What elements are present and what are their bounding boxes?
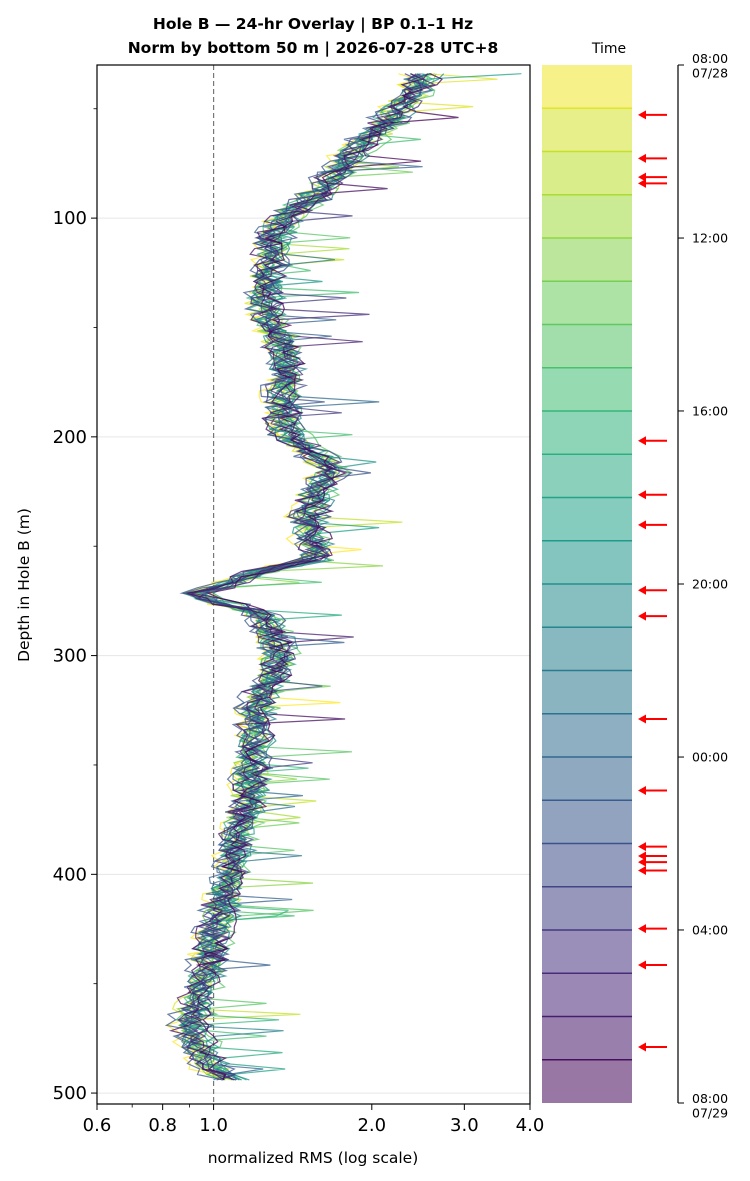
marker-arrow-head bbox=[638, 520, 646, 530]
x-tick-label: 4.0 bbox=[516, 1115, 545, 1136]
grid-lines bbox=[97, 217, 530, 1094]
colorbar-bin bbox=[542, 757, 632, 801]
colorbar-tick-label: 20:00 bbox=[692, 577, 728, 592]
colorbar-bin bbox=[542, 670, 632, 714]
colorbar-bin bbox=[542, 973, 632, 1017]
colorbar-bin bbox=[542, 886, 632, 930]
marker-arrow-head bbox=[638, 178, 646, 188]
x-tick-label: 1.0 bbox=[199, 1115, 228, 1136]
series-line bbox=[177, 73, 424, 1081]
marker-arrow-head bbox=[638, 153, 646, 163]
marker-arrow-head bbox=[638, 172, 646, 182]
x-tick-label: 0.8 bbox=[148, 1115, 177, 1136]
colorbar-label: Time bbox=[591, 41, 626, 57]
marker-arrow-head bbox=[638, 960, 646, 970]
colorbar-bin bbox=[542, 584, 632, 628]
colorbar-ticks: 08:0007/2812:0016:0020:0000:0004:0008:00… bbox=[678, 51, 728, 1121]
x-tick-label: 3.0 bbox=[450, 1115, 479, 1136]
marker-arrow-head bbox=[638, 851, 646, 861]
colorbar-bin bbox=[542, 238, 632, 282]
colorbar-tick-label: 00:00 bbox=[692, 750, 728, 765]
colorbar-bin bbox=[542, 540, 632, 584]
colorbar-bin bbox=[542, 281, 632, 325]
plot-frame bbox=[96, 64, 531, 1105]
colorbar-bin bbox=[542, 151, 632, 195]
marker-arrow-head bbox=[638, 857, 646, 867]
y-tick-label: 400 bbox=[53, 864, 87, 885]
series-line bbox=[175, 73, 431, 1081]
colorbar-tick-sublabel: 07/28 bbox=[692, 66, 728, 81]
colorbar-tick-label: 12:00 bbox=[692, 231, 728, 246]
colorbar-tick-sublabel: 07/29 bbox=[692, 1106, 728, 1121]
colorbar-tick-label: 08:00 bbox=[692, 1091, 728, 1106]
x-tick-label: 2.0 bbox=[357, 1115, 386, 1136]
colorbar-bin bbox=[542, 454, 632, 498]
colorbar-bin bbox=[542, 930, 632, 974]
colorbar-bin bbox=[542, 324, 632, 368]
series-group bbox=[164, 73, 522, 1081]
marker-arrow-head bbox=[638, 842, 646, 852]
colorbar-tick-label: 16:00 bbox=[692, 403, 728, 418]
colorbar-bin bbox=[542, 367, 632, 411]
colorbar-bin bbox=[542, 411, 632, 455]
marker-arrow-head bbox=[638, 1042, 646, 1052]
y-axis-label: Depth in Hole B (m) bbox=[15, 508, 33, 662]
series-line bbox=[183, 73, 437, 1081]
y-tick-label: 200 bbox=[53, 427, 87, 448]
colorbar-tick-label: 08:00 bbox=[692, 51, 728, 66]
colorbar-bin bbox=[542, 713, 632, 757]
marker-arrow-head bbox=[638, 924, 646, 934]
y-tick-label: 300 bbox=[53, 646, 87, 667]
y-tick-label: 100 bbox=[53, 208, 87, 229]
plot-area: 0.6 0.8 1.0 2.0 3.0 4.0 100 200 300 400 500 bbox=[53, 64, 545, 1136]
x-axis-label: normalized RMS (log scale) bbox=[208, 1149, 419, 1167]
marker-arrow-head bbox=[638, 611, 646, 621]
colorbar-bin bbox=[542, 65, 632, 109]
marker-arrow-head bbox=[638, 585, 646, 595]
colorbar-bin bbox=[542, 800, 632, 844]
marker-arrow-head bbox=[638, 110, 646, 120]
colorbar-bin bbox=[542, 108, 632, 152]
colorbar-tick-label: 04:00 bbox=[692, 922, 728, 937]
marker-arrow-head bbox=[638, 786, 646, 796]
colorbar-bin bbox=[542, 1059, 632, 1103]
colorbar-bin bbox=[542, 627, 632, 671]
x-tick-label: 0.6 bbox=[83, 1115, 112, 1136]
colorbar-bin bbox=[542, 843, 632, 887]
colorbar-markers bbox=[638, 110, 667, 1052]
x-axis: 0.6 0.8 1.0 2.0 3.0 4.0 bbox=[83, 1104, 545, 1136]
colorbar-bin bbox=[542, 194, 632, 238]
chart-title-line2: Norm by bottom 50 m | 2026-07-28 UTC+8 bbox=[128, 39, 499, 58]
chart-title-line1: Hole B — 24-hr Overlay | BP 0.1–1 Hz bbox=[153, 15, 473, 34]
colorbar-bins bbox=[542, 65, 632, 1103]
colorbar-bin bbox=[542, 497, 632, 541]
series-line bbox=[195, 73, 459, 1081]
marker-arrow-head bbox=[638, 436, 646, 446]
y-axis: 100 200 300 400 500 bbox=[53, 108, 97, 1104]
y-tick-label: 500 bbox=[53, 1083, 87, 1104]
marker-arrow-head bbox=[638, 865, 646, 875]
colorbar-bin bbox=[542, 1016, 632, 1060]
colorbar: Time 08:0007/2812:0016:0020:0000:0004:00… bbox=[542, 41, 728, 1121]
plot-background bbox=[97, 65, 530, 1104]
marker-arrow-head bbox=[638, 714, 646, 724]
marker-arrow-head bbox=[638, 490, 646, 500]
